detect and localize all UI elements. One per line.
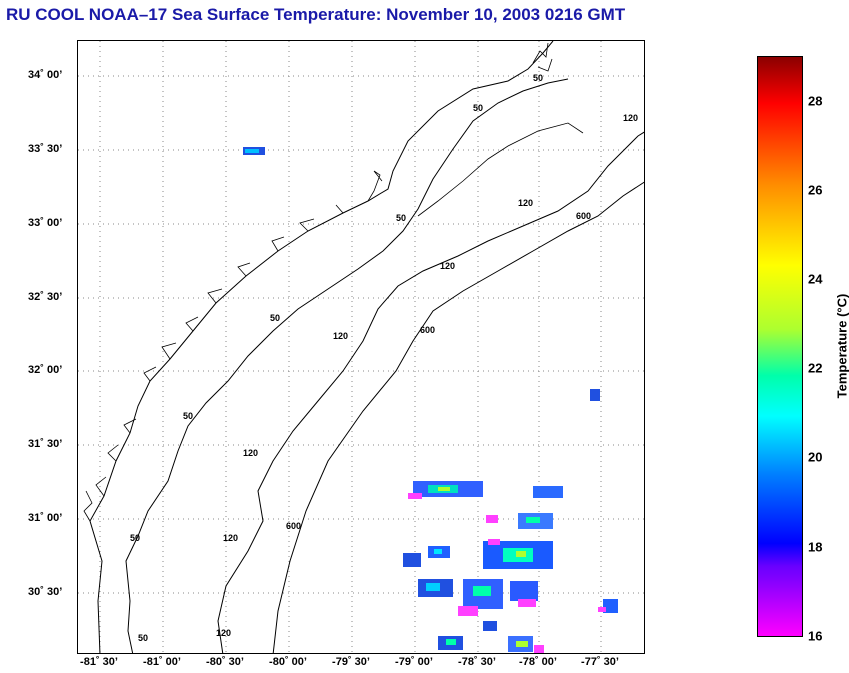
lon-label: -79˚ 30’ bbox=[332, 656, 370, 668]
coastline bbox=[89, 41, 554, 653]
isobath-label: 50 bbox=[533, 73, 543, 83]
map-area[interactable]: 50 50 50 50 50 50 50 120 120 120 120 120… bbox=[77, 40, 645, 654]
sst-patch bbox=[245, 149, 259, 153]
sst-patches bbox=[243, 147, 618, 653]
isobath-label: 120 bbox=[333, 331, 348, 341]
isobath-label: 120 bbox=[243, 448, 258, 458]
sst-patch bbox=[590, 389, 600, 401]
lat-label: 32˚ 00’ bbox=[28, 364, 63, 376]
colorbar-tick: 26 bbox=[808, 182, 823, 198]
isobath-label: 50 bbox=[138, 633, 148, 643]
sst-patch bbox=[516, 551, 526, 557]
sst-patch bbox=[408, 493, 422, 499]
sst-patch bbox=[488, 539, 500, 545]
isobath-50-shelf bbox=[417, 122, 584, 217]
isobath-600 bbox=[272, 181, 644, 653]
lat-label: 30˚ 30’ bbox=[28, 586, 63, 598]
sst-patch bbox=[483, 621, 497, 631]
isobath-120 bbox=[217, 131, 644, 653]
map-canvas: 50 50 50 50 50 50 50 120 120 120 120 120… bbox=[78, 41, 644, 653]
lat-label: 31˚ 00’ bbox=[28, 512, 63, 524]
lon-label: -78˚ 00’ bbox=[519, 656, 557, 668]
isobath-label: 120 bbox=[440, 261, 455, 271]
sst-patch bbox=[526, 517, 540, 523]
sst-patch bbox=[603, 599, 618, 613]
sst-patch bbox=[446, 639, 456, 645]
map-title: RU COOL NOAA–17 Sea Surface Temperature:… bbox=[6, 5, 626, 24]
colorbar-label: Temperature (°C) bbox=[834, 293, 849, 399]
graticule bbox=[78, 41, 644, 653]
isobath-label: 600 bbox=[286, 521, 301, 531]
isobath-label: 120 bbox=[223, 533, 238, 543]
colorbar-tick: 18 bbox=[808, 539, 823, 555]
isobath-label: 50 bbox=[473, 103, 483, 113]
sst-patch bbox=[533, 486, 563, 498]
isobath-50 bbox=[125, 78, 569, 653]
isobath-label: 120 bbox=[623, 113, 638, 123]
sst-patch bbox=[434, 549, 442, 554]
lon-label: -81˚ 30’ bbox=[80, 656, 118, 668]
lat-label: 33˚ 30’ bbox=[28, 143, 63, 155]
isobath-label: 50 bbox=[130, 533, 140, 543]
sst-patch bbox=[458, 606, 478, 616]
lat-label: 31˚ 30’ bbox=[28, 438, 63, 450]
colorbar-tick: 22 bbox=[808, 360, 823, 376]
sst-patch bbox=[438, 487, 450, 491]
isobath-label: 120 bbox=[518, 198, 533, 208]
isobath-label: 600 bbox=[420, 325, 435, 335]
sst-patch bbox=[486, 515, 498, 523]
sst-patch bbox=[473, 586, 491, 596]
lon-label: -81˚ 00’ bbox=[143, 656, 181, 668]
lon-label: -80˚ 00’ bbox=[269, 656, 307, 668]
sst-patch bbox=[403, 553, 421, 567]
sst-patch bbox=[426, 583, 440, 591]
isobath-label: 50 bbox=[183, 411, 193, 421]
sst-patch bbox=[510, 581, 538, 601]
sst-patch bbox=[518, 599, 536, 607]
colorbar-tick: 16 bbox=[808, 628, 823, 644]
lat-label: 33˚ 00’ bbox=[28, 217, 63, 229]
colorbar-tick: 20 bbox=[808, 449, 823, 465]
lon-label: -77˚ 30’ bbox=[581, 656, 619, 668]
isobath-label: 600 bbox=[576, 211, 591, 221]
colorbar-tick: 24 bbox=[808, 271, 823, 287]
sst-patch bbox=[534, 645, 544, 653]
sst-patch bbox=[598, 607, 606, 612]
lon-label: -80˚ 30’ bbox=[206, 656, 244, 668]
coastline-detail bbox=[83, 42, 553, 522]
lat-label: 34˚ 00’ bbox=[28, 69, 63, 81]
lon-label: -78˚ 30’ bbox=[458, 656, 496, 668]
lat-label: 32˚ 30’ bbox=[28, 291, 63, 303]
isobath-label: 120 bbox=[216, 628, 231, 638]
isobath-label: 50 bbox=[270, 313, 280, 323]
lon-label: -79˚ 00’ bbox=[395, 656, 433, 668]
isobath-label: 50 bbox=[396, 213, 406, 223]
temperature-colorbar bbox=[757, 56, 803, 637]
sst-patch bbox=[516, 641, 528, 647]
colorbar-tick: 28 bbox=[808, 93, 823, 109]
